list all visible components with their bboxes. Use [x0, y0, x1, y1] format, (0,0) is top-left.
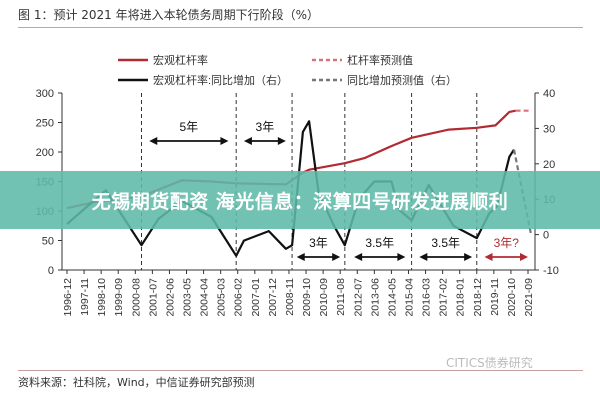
arrow-head-left-icon [484, 253, 493, 261]
watermark: CITICS债券研究 [446, 356, 533, 370]
duration-label: 3.5年 [365, 236, 394, 250]
duration-label: 3年 [309, 236, 328, 250]
legend-label: 宏观杠杆率:同比增加（右） [153, 73, 288, 87]
x-tick-label: 2006-02 [233, 278, 245, 317]
arrow-head-right-icon [277, 137, 286, 145]
arrow-head-right-icon [520, 253, 528, 261]
left-tick-label: 50 [42, 236, 54, 248]
left-tick-label: 300 [36, 88, 54, 100]
x-tick-label: 2002-06 [164, 278, 176, 317]
right-tick-label: 30 [543, 123, 555, 135]
x-tick-label: 2013-06 [369, 278, 381, 317]
source-note: 资料来源：社科院，Wind，中信证券研究部预测 [18, 376, 255, 389]
duration-label: 3.5年 [431, 236, 460, 250]
x-tick-label: 2007-12 [267, 278, 279, 317]
source-divider [18, 370, 583, 371]
arrow-head-left-icon [296, 253, 305, 261]
arrow-head-right-icon [332, 253, 341, 261]
x-tick-label: 2007-01 [250, 278, 262, 317]
legend-label: 同比增加预测值（右） [347, 73, 457, 87]
x-tick-label: 2005-03 [216, 278, 228, 317]
x-tick-label: 2020-10 [506, 278, 518, 317]
x-tick-label: 2011-08 [335, 278, 347, 316]
right-tick-label: 0 [543, 230, 549, 242]
arrow-head-right-icon [220, 137, 229, 145]
x-tick-label: 1996-12 [62, 278, 74, 317]
right-tick-label: 20 [543, 159, 555, 171]
arrow-head-left-icon [354, 253, 363, 261]
banner-text: 无锡期货配资 海光信息：深算四号研发进展顺利 [91, 190, 509, 213]
x-tick-label: 2001-07 [147, 278, 159, 317]
right-tick-label: 40 [543, 88, 555, 100]
x-tick-label: 2017-02 [438, 278, 450, 317]
x-tick-label: 2003-05 [182, 278, 194, 317]
title-divider [18, 27, 583, 28]
x-tick-label: 2000-08 [130, 278, 142, 317]
x-tick-label: 2014-05 [386, 278, 398, 317]
x-tick-label: 2018-12 [472, 278, 484, 317]
arrow-head-left-icon [149, 137, 158, 145]
duration-label: 5年 [180, 120, 199, 134]
x-tick-label: 2019-11 [489, 278, 501, 316]
figure-title: 图 1：预计 2021 年将进入本轮债务周期下行阶段（%） [18, 8, 320, 22]
x-tick-label: 1997-11 [79, 278, 91, 316]
x-tick-label: 2009-10 [301, 278, 313, 317]
left-tick-label: 0 [48, 265, 54, 277]
x-tick-label: 2021-09 [523, 278, 535, 317]
arrow-head-right-icon [464, 253, 473, 261]
x-tick-label: 2018-01 [455, 278, 467, 317]
x-tick-label: 2016-03 [421, 278, 433, 317]
x-tick-label: 2010-09 [318, 278, 330, 317]
duration-label: 3年? [494, 236, 520, 250]
right-tick-label: -10 [543, 265, 559, 277]
x-tick-label: 2012-07 [352, 278, 364, 317]
arrow-head-right-icon [397, 253, 406, 261]
duration-label: 3年 [256, 120, 275, 134]
x-tick-label: 2008-11 [284, 278, 296, 316]
left-tick-label: 200 [36, 147, 54, 159]
arrow-head-left-icon [419, 253, 428, 261]
x-tick-label: 1999-09 [113, 278, 125, 317]
overlay-banner: 无锡期货配资 海光信息：深算四号研发进展顺利 [0, 171, 600, 229]
x-tick-label: 2015-04 [403, 278, 415, 317]
arrow-head-left-icon [243, 137, 252, 145]
left-tick-label: 250 [36, 118, 54, 130]
x-tick-label: 2004-04 [199, 278, 211, 317]
legend-label: 杠杆率预测值 [347, 53, 413, 67]
x-tick-label: 1998-10 [96, 278, 108, 317]
legend-label: 宏观杠杆率 [153, 53, 208, 67]
